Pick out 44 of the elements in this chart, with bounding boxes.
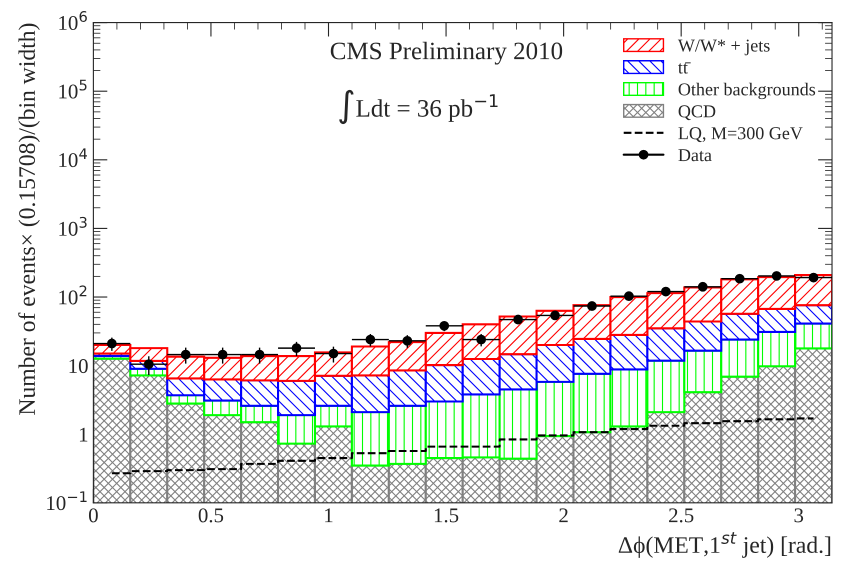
x-axis-title: Δϕ(MET,1$^{st}$ jet) [rad.] — [618, 532, 830, 558]
point — [292, 343, 302, 353]
point — [180, 350, 191, 360]
y-tick-label: 1 — [80, 428, 88, 442]
annotation: CMS Preliminary 2010 — [330, 42, 562, 65]
x-tick-label: 0 — [88, 508, 98, 522]
point — [402, 336, 412, 346]
point — [772, 271, 782, 281]
point — [144, 359, 154, 370]
y-tick-label: 10$^{4}$ — [59, 148, 87, 168]
x-tick-label: 2.5 — [669, 508, 694, 522]
point — [698, 282, 708, 292]
x-tick-label: 3 — [794, 508, 804, 522]
legend-label: LQ, M=300 GeV — [678, 127, 803, 142]
point — [106, 338, 117, 348]
point — [550, 310, 560, 320]
legend-label: Other backgrounds — [678, 82, 816, 100]
annotation: ∫Ldt = 36 pb$^{−1}$ — [339, 90, 498, 124]
y-tick-label: 10$^{−1}$ — [47, 491, 87, 510]
legend-label: tt̄ — [678, 62, 691, 74]
x-tick-label: 1.5 — [434, 508, 458, 522]
y-axis-title: Number of events× (0.15708)/(bin width) — [18, 24, 40, 415]
point — [513, 314, 523, 324]
point — [734, 274, 745, 284]
point — [624, 291, 634, 302]
y-tick-label: 10$^{3}$ — [59, 216, 87, 236]
point — [587, 301, 597, 311]
legend-label: W/W* + jets — [678, 40, 770, 56]
point — [366, 334, 376, 344]
x-tick-label: 0.5 — [198, 508, 224, 522]
y-tick-label: 10 — [70, 359, 88, 374]
point — [254, 350, 264, 360]
x-tick-label: 1 — [325, 508, 332, 522]
legend-label: Data — [678, 149, 712, 162]
y-tick-label: 10$^{5}$ — [59, 80, 87, 99]
point — [218, 350, 228, 360]
legend-label: QCD — [678, 105, 716, 120]
y-tick-label: 10$^{2}$ — [59, 285, 86, 304]
point — [808, 272, 818, 282]
y-tick-label: 10$^{6}$ — [59, 11, 87, 30]
point — [328, 348, 338, 358]
point — [439, 320, 450, 331]
x-tick-label: 2 — [559, 508, 568, 522]
point — [660, 286, 671, 296]
